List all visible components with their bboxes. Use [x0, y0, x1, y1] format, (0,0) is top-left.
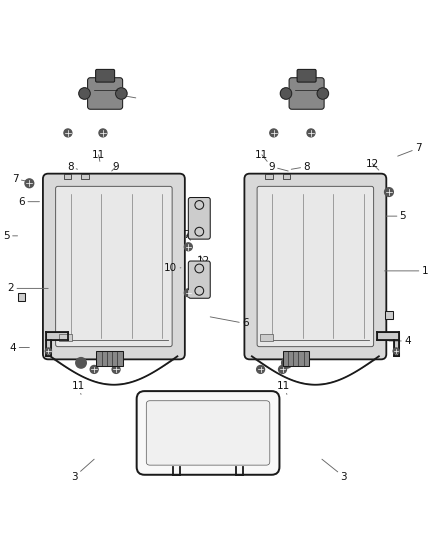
FancyBboxPatch shape [146, 401, 270, 465]
Circle shape [184, 289, 192, 297]
Circle shape [64, 129, 72, 137]
Bar [265, 174, 273, 179]
FancyBboxPatch shape [188, 261, 210, 298]
Text: 5: 5 [385, 211, 406, 221]
FancyBboxPatch shape [88, 78, 123, 109]
FancyBboxPatch shape [297, 69, 316, 82]
Text: 2: 2 [7, 284, 48, 293]
Bar [81, 174, 89, 179]
Circle shape [317, 88, 328, 99]
Text: 7: 7 [183, 287, 191, 298]
FancyBboxPatch shape [96, 351, 123, 366]
FancyBboxPatch shape [43, 174, 185, 359]
Text: 11: 11 [71, 381, 85, 394]
Circle shape [45, 348, 51, 354]
FancyBboxPatch shape [257, 187, 374, 346]
Text: 9: 9 [268, 161, 288, 172]
Text: 9: 9 [112, 161, 120, 172]
Bar [385, 311, 393, 319]
Text: 7: 7 [12, 174, 33, 184]
FancyBboxPatch shape [188, 198, 210, 239]
Circle shape [184, 243, 192, 251]
Circle shape [257, 366, 265, 374]
Text: 1: 1 [385, 266, 428, 276]
Text: 13: 13 [92, 86, 136, 98]
Bar [283, 174, 290, 179]
Text: 4: 4 [389, 336, 411, 346]
Circle shape [79, 88, 90, 99]
Circle shape [25, 179, 34, 188]
Text: 7: 7 [398, 143, 422, 156]
FancyBboxPatch shape [289, 78, 324, 109]
Text: 7: 7 [183, 230, 191, 240]
Bar [59, 334, 72, 342]
Text: 3: 3 [322, 459, 347, 482]
Polygon shape [377, 332, 399, 356]
Text: 11: 11 [92, 150, 105, 161]
Text: 8: 8 [291, 161, 310, 172]
Circle shape [116, 88, 127, 99]
Circle shape [282, 358, 292, 368]
Circle shape [76, 358, 86, 368]
FancyBboxPatch shape [244, 174, 386, 359]
Text: 6: 6 [210, 317, 249, 328]
Text: 11: 11 [277, 381, 290, 394]
Text: 12: 12 [366, 159, 379, 170]
Polygon shape [46, 332, 68, 356]
Bar [64, 174, 71, 179]
Bar [18, 293, 25, 301]
Circle shape [307, 129, 315, 137]
FancyBboxPatch shape [95, 69, 115, 82]
Text: 10: 10 [164, 263, 181, 273]
FancyBboxPatch shape [137, 391, 279, 475]
Text: 4: 4 [10, 343, 29, 352]
Circle shape [280, 88, 292, 99]
FancyBboxPatch shape [283, 351, 309, 366]
Text: 3: 3 [71, 459, 94, 482]
Circle shape [279, 366, 286, 374]
Circle shape [270, 129, 278, 137]
Circle shape [90, 366, 98, 374]
Circle shape [99, 129, 107, 137]
Text: 8: 8 [67, 161, 78, 172]
Text: 6: 6 [18, 197, 39, 207]
Circle shape [393, 348, 399, 354]
FancyBboxPatch shape [56, 187, 172, 346]
Circle shape [112, 366, 120, 374]
Text: 11: 11 [255, 150, 268, 161]
Text: 5: 5 [3, 231, 18, 241]
Text: 12: 12 [197, 255, 210, 266]
Circle shape [385, 188, 393, 197]
Bar [260, 334, 273, 342]
